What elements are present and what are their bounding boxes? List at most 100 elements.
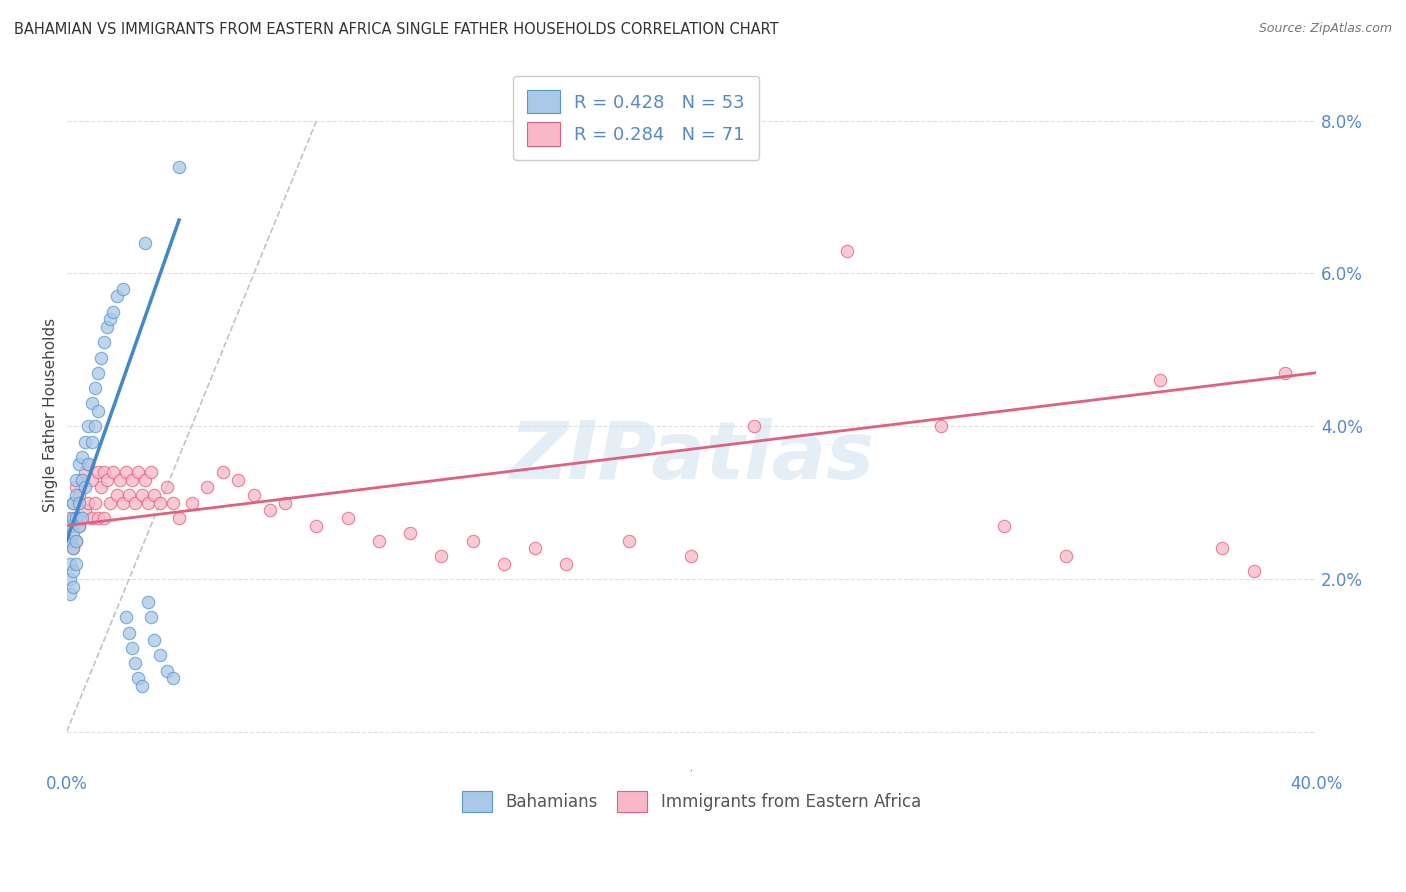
Point [65, 511, 87, 525]
Point [105, 488, 128, 502]
Point [83, 381, 105, 395]
Point [243, 488, 266, 502]
Point [59, 572, 82, 586]
Point [65, 488, 87, 502]
Text: Source: ZipAtlas.com: Source: ZipAtlas.com [1258, 22, 1392, 36]
Point [1211, 541, 1233, 556]
Point [62, 511, 84, 525]
Point [62, 580, 84, 594]
Point [67, 496, 90, 510]
Point [118, 625, 141, 640]
Point [70, 511, 93, 525]
Point [62, 496, 84, 510]
Point [108, 473, 131, 487]
Point [143, 633, 166, 648]
Point [103, 304, 125, 318]
Point [90, 351, 112, 365]
Legend: Bahamians, Immigrants from Eastern Africa: Bahamians, Immigrants from Eastern Afric… [449, 778, 934, 826]
Point [131, 679, 153, 693]
Point [336, 511, 359, 525]
Point [70, 450, 93, 464]
Point [111, 282, 134, 296]
Point [70, 473, 93, 487]
Point [80, 434, 103, 449]
Point [1149, 373, 1171, 387]
Point [492, 557, 515, 571]
Point [67, 458, 90, 472]
Point [993, 518, 1015, 533]
Point [155, 480, 177, 494]
Point [62, 518, 84, 533]
Point [167, 160, 190, 174]
Point [617, 533, 640, 548]
Point [59, 587, 82, 601]
Point [105, 289, 128, 303]
Point [929, 419, 952, 434]
Point [131, 488, 153, 502]
Point [124, 656, 146, 670]
Point [62, 526, 84, 541]
Point [121, 473, 143, 487]
Point [162, 671, 184, 685]
Point [65, 533, 87, 548]
Point [195, 480, 218, 494]
Point [77, 458, 100, 472]
Point [87, 511, 110, 525]
Point [62, 565, 84, 579]
Point [111, 496, 134, 510]
Point [228, 473, 250, 487]
Point [75, 465, 97, 479]
Text: BAHAMIAN VS IMMIGRANTS FROM EASTERN AFRICA SINGLE FATHER HOUSEHOLDS CORRELATION : BAHAMIAN VS IMMIGRANTS FROM EASTERN AFRI… [14, 22, 779, 37]
Point [121, 640, 143, 655]
Point [87, 404, 110, 418]
Point [155, 664, 177, 678]
Point [59, 511, 82, 525]
Point [65, 511, 87, 525]
Y-axis label: Single Father Households: Single Father Households [44, 318, 58, 512]
Point [115, 610, 138, 624]
Point [368, 533, 391, 548]
Point [65, 533, 87, 548]
Point [62, 541, 84, 556]
Point [149, 648, 172, 663]
Point [59, 533, 82, 548]
Point [77, 458, 100, 472]
Point [461, 533, 484, 548]
Point [124, 496, 146, 510]
Point [75, 434, 97, 449]
Point [134, 473, 156, 487]
Point [77, 496, 100, 510]
Point [87, 366, 110, 380]
Point [115, 465, 138, 479]
Point [59, 557, 82, 571]
Point [93, 511, 115, 525]
Point [98, 312, 121, 326]
Point [65, 557, 87, 571]
Point [75, 503, 97, 517]
Point [83, 496, 105, 510]
Point [136, 496, 159, 510]
Point [143, 488, 166, 502]
Point [103, 465, 125, 479]
Point [162, 496, 184, 510]
Point [59, 533, 82, 548]
Point [167, 511, 190, 525]
Point [136, 595, 159, 609]
Point [90, 480, 112, 494]
Point [65, 480, 87, 494]
Point [524, 541, 547, 556]
Point [149, 496, 172, 510]
Point [259, 503, 281, 517]
Point [1243, 565, 1265, 579]
Text: ZIPatlas: ZIPatlas [509, 418, 873, 497]
Point [305, 518, 328, 533]
Point [118, 488, 141, 502]
Point [274, 496, 297, 510]
Point [87, 465, 110, 479]
Point [430, 549, 453, 563]
Point [65, 473, 87, 487]
Point [67, 488, 90, 502]
Point [70, 511, 93, 525]
Point [681, 549, 703, 563]
Point [59, 518, 82, 533]
